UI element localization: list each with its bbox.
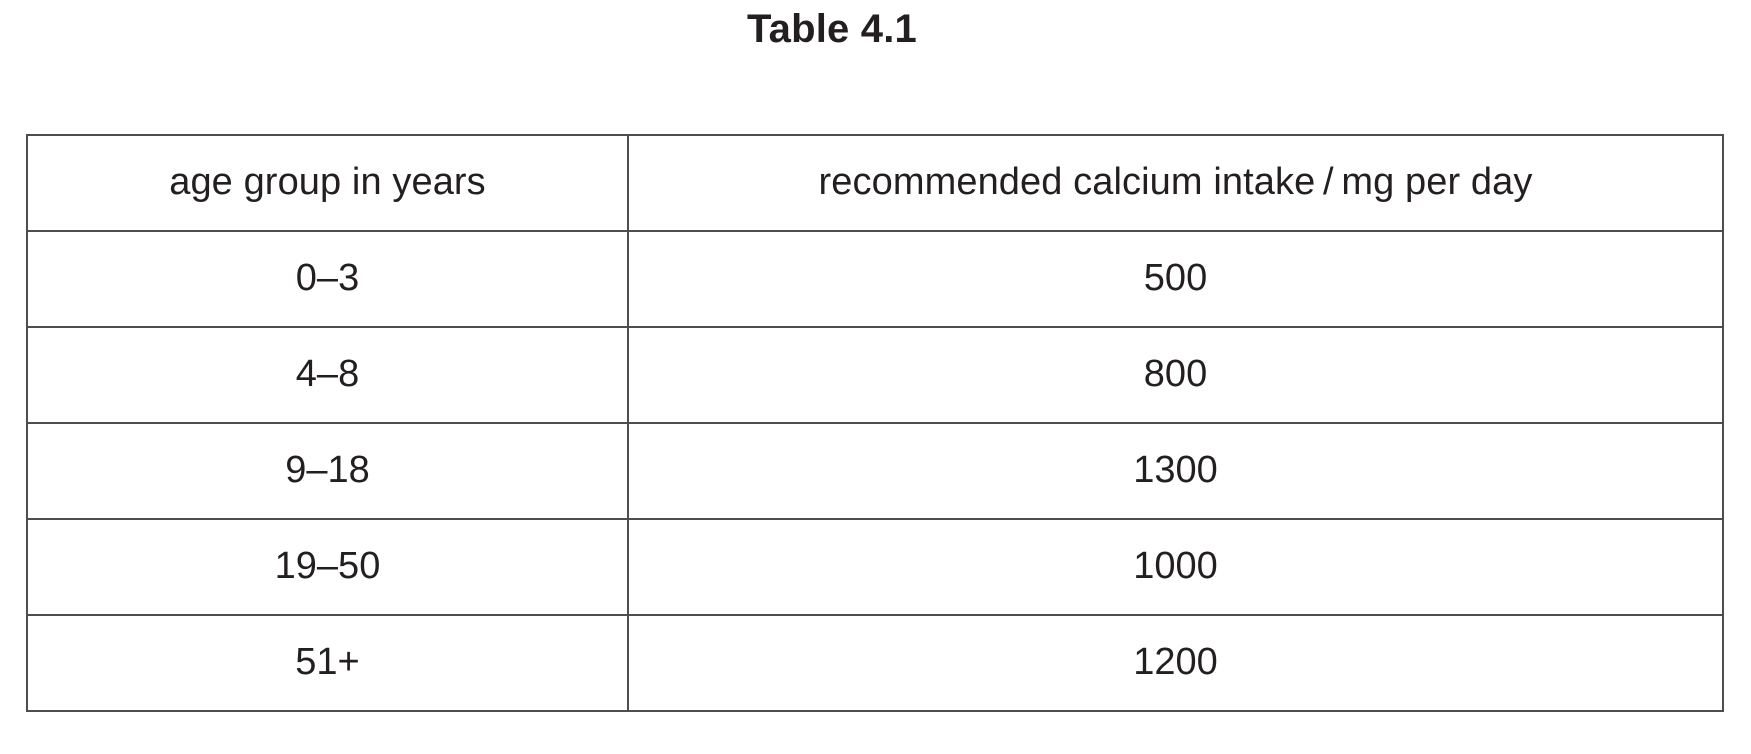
cell-age-group: 4–8 — [26, 326, 629, 424]
cell-age-group: 19–50 — [26, 518, 629, 616]
page-title: Table 4.1 — [746, 7, 918, 51]
table-row: 0–3 500 — [26, 230, 1724, 328]
cell-value: 51+ — [295, 641, 360, 684]
column-header-age-group: age group in years — [26, 134, 629, 232]
cell-value: 500 — [1143, 257, 1208, 300]
calcium-intake-table: age group in years recommended calcium i… — [26, 134, 1724, 712]
cell-value: 1200 — [1133, 641, 1218, 684]
cell-value: 0–3 — [295, 257, 360, 300]
cell-value: 1000 — [1133, 545, 1218, 588]
cell-value: 19–50 — [274, 545, 381, 588]
cell-calcium-intake: 500 — [627, 230, 1724, 328]
cell-calcium-intake: 800 — [627, 326, 1724, 424]
table-header: age group in years recommended calcium i… — [26, 134, 1724, 232]
column-header-age-group-label: age group in years — [169, 161, 486, 204]
cell-value: 4–8 — [295, 353, 360, 396]
column-header-calcium-intake-label: recommended calcium intake / mg per day — [818, 161, 1533, 204]
cell-calcium-intake: 1200 — [627, 614, 1724, 712]
cell-value: 1300 — [1133, 449, 1218, 492]
cell-calcium-intake: 1300 — [627, 422, 1724, 520]
table-row: 51+ 1200 — [26, 614, 1724, 712]
cell-value: 800 — [1143, 353, 1208, 396]
cell-calcium-intake: 1000 — [627, 518, 1724, 616]
cell-age-group: 51+ — [26, 614, 629, 712]
table-row: 9–18 1300 — [26, 422, 1724, 520]
cell-age-group: 0–3 — [26, 230, 629, 328]
column-header-calcium-intake: recommended calcium intake / mg per day — [627, 134, 1724, 232]
table-row: 19–50 1000 — [26, 518, 1724, 616]
cell-age-group: 9–18 — [26, 422, 629, 520]
table-row: 4–8 800 — [26, 326, 1724, 424]
table-body: 0–3 500 4–8 800 9–18 1300 — [26, 230, 1724, 712]
table-header-row: age group in years recommended calcium i… — [26, 134, 1724, 232]
cell-value: 9–18 — [285, 449, 370, 492]
